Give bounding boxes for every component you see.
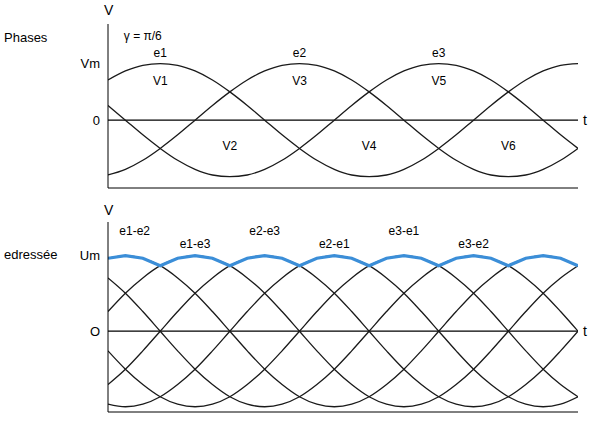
svg-text:V4: V4 bbox=[362, 139, 377, 153]
svg-text:e2: e2 bbox=[293, 46, 307, 60]
svg-text:γ = π/6: γ = π/6 bbox=[124, 29, 162, 43]
svg-text:V5: V5 bbox=[431, 74, 446, 88]
svg-text:0: 0 bbox=[93, 113, 100, 128]
svg-text:t: t bbox=[583, 112, 587, 128]
svg-text:Um: Um bbox=[80, 248, 100, 263]
html-text:V: V bbox=[104, 202, 114, 218]
svg-text:e3-e1: e3-e1 bbox=[389, 224, 420, 238]
html-text:edressée: edressée bbox=[4, 247, 58, 262]
svg-text:e3: e3 bbox=[432, 46, 446, 60]
svg-text:e2-e1: e2-e1 bbox=[319, 237, 350, 251]
svg-text:V6: V6 bbox=[501, 139, 516, 153]
svg-text:V3: V3 bbox=[292, 74, 307, 88]
svg-text:e2-e3: e2-e3 bbox=[249, 224, 280, 238]
html-text:V: V bbox=[104, 2, 114, 18]
svg-text:V1: V1 bbox=[153, 74, 168, 88]
html-text:Phases: Phases bbox=[4, 30, 48, 45]
svg-text:e1-e2: e1-e2 bbox=[119, 224, 150, 238]
svg-text:e1: e1 bbox=[154, 46, 168, 60]
svg-text:e1-e3: e1-e3 bbox=[180, 237, 211, 251]
svg-text:V2: V2 bbox=[223, 139, 238, 153]
svg-text:t: t bbox=[583, 323, 587, 339]
svg-text:Vm: Vm bbox=[81, 56, 101, 71]
svg-text:e3-e2: e3-e2 bbox=[458, 237, 489, 251]
svg-text:O: O bbox=[90, 324, 100, 339]
